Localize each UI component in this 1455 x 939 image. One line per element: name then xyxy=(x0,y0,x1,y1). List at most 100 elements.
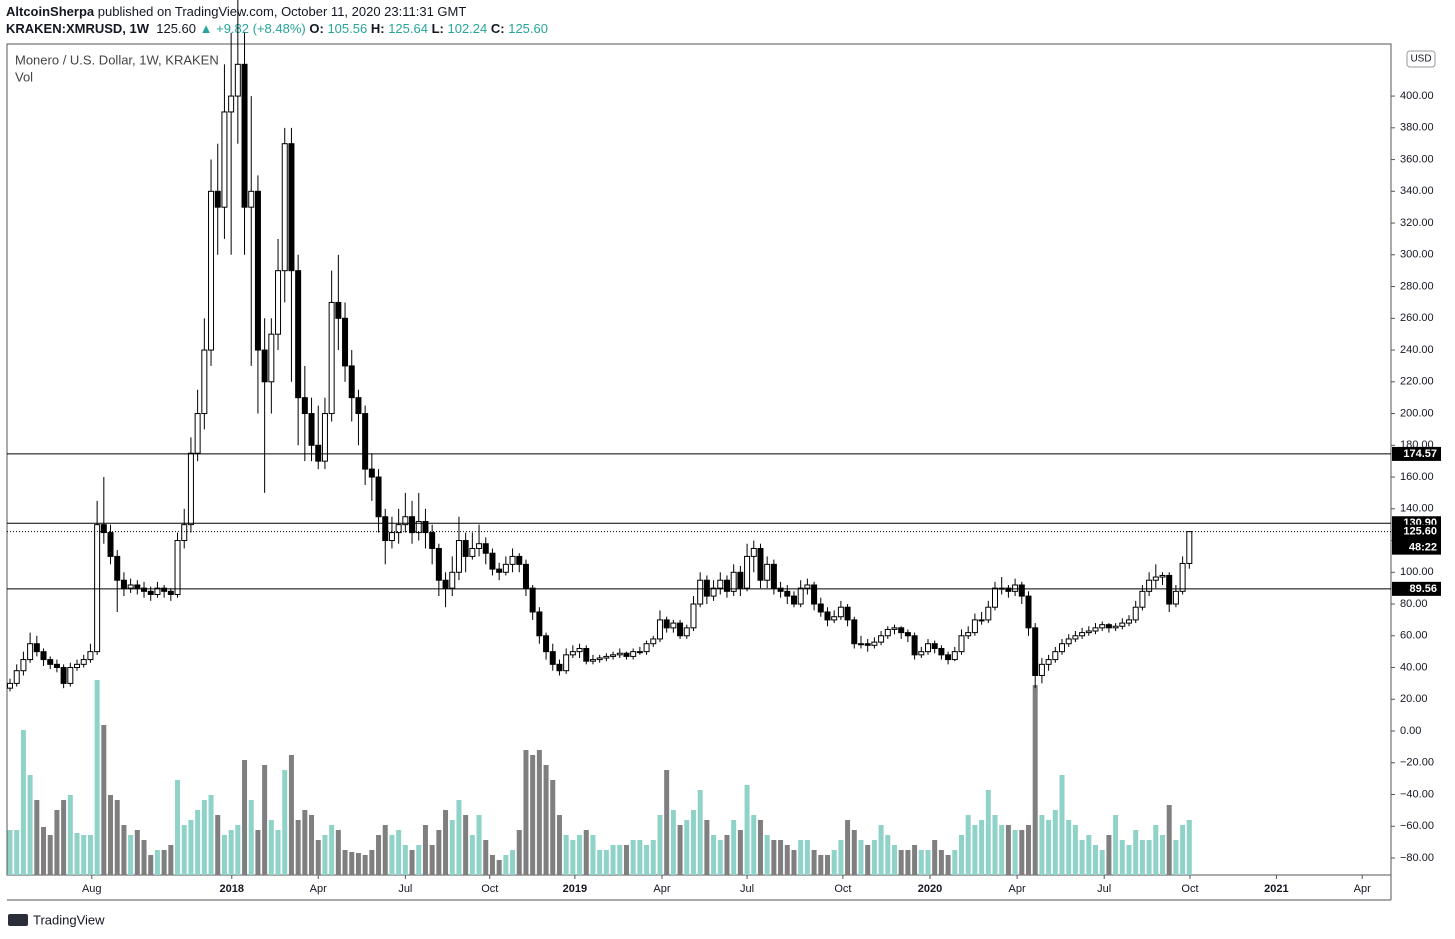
volume-bar xyxy=(329,825,335,875)
volume-bar xyxy=(831,850,837,875)
candle-body xyxy=(985,606,992,621)
volume-bar xyxy=(617,845,623,875)
volume-bar xyxy=(67,795,73,875)
volume-bar xyxy=(1039,815,1045,875)
y-tick-label: −20.00 xyxy=(1400,757,1434,769)
candle-body xyxy=(871,641,878,646)
volume-bar xyxy=(389,835,395,875)
volume-bar xyxy=(463,815,469,875)
volume-bar xyxy=(1133,830,1139,875)
volume-bar xyxy=(288,755,294,875)
y-tick-label: 40.00 xyxy=(1400,661,1428,673)
candle-body xyxy=(777,587,784,592)
candle-body xyxy=(918,651,925,656)
y-tick-label: −80.00 xyxy=(1400,852,1434,864)
candle-body xyxy=(94,524,101,653)
candle-body xyxy=(757,547,764,581)
candle-body xyxy=(40,651,47,661)
volume-bar xyxy=(905,850,911,875)
candle-body xyxy=(717,579,724,589)
candle-body xyxy=(831,616,838,621)
candle-body xyxy=(951,651,958,661)
volume-bar xyxy=(27,775,33,875)
volume-bar xyxy=(228,830,234,875)
candle-body xyxy=(20,659,27,672)
volume-bar xyxy=(496,860,502,875)
volume-bar xyxy=(41,827,47,875)
candle-body xyxy=(958,635,965,653)
candle-body xyxy=(1132,606,1139,621)
candle-body xyxy=(991,587,998,608)
symbol-line: KRAKEN:XMRUSD, 1W 125.60 ▲ +9.82 (+8.48%… xyxy=(6,21,552,36)
volume-bar xyxy=(469,835,475,875)
candle-body xyxy=(429,532,436,549)
volume-bar xyxy=(992,815,998,875)
candle-body xyxy=(321,413,328,462)
candle-body xyxy=(978,619,985,622)
candle-body xyxy=(1092,627,1099,632)
candle-body xyxy=(33,643,40,653)
volume-bar xyxy=(510,850,516,875)
candle-body xyxy=(730,571,737,592)
volume-bar xyxy=(1166,805,1172,875)
candle-body xyxy=(911,635,918,656)
volume-bar xyxy=(898,850,904,875)
x-tick-label: Oct xyxy=(834,883,851,895)
y-tick-label: −40.00 xyxy=(1400,788,1434,800)
candle-body xyxy=(489,552,496,570)
candle-body xyxy=(275,270,282,335)
candle-body xyxy=(1072,635,1079,640)
candle-body xyxy=(161,587,168,592)
volume-bar xyxy=(851,830,857,875)
volume-bar xyxy=(690,810,696,875)
volume-bar xyxy=(891,845,897,875)
volume-bar xyxy=(1079,840,1085,875)
volume-bar xyxy=(302,810,308,875)
volume-bar xyxy=(811,850,817,875)
price-line-tag xyxy=(1392,581,1441,596)
x-tick-label: Oct xyxy=(1181,883,1198,895)
volume-bar xyxy=(757,820,763,875)
candle-body xyxy=(147,590,154,596)
candle-body xyxy=(221,111,228,208)
candle-body xyxy=(898,627,905,634)
candle-body xyxy=(1179,562,1186,592)
candle-body xyxy=(348,365,355,399)
volume-bar xyxy=(724,835,730,875)
candle-body xyxy=(884,628,891,637)
candle-body xyxy=(770,563,777,589)
candle-body xyxy=(784,590,791,597)
y-tick-label: 320.00 xyxy=(1400,217,1434,229)
ohlc-key: O: xyxy=(309,21,324,36)
candle-body xyxy=(636,651,643,654)
volume-bar xyxy=(161,850,167,875)
ohlc-key: H: xyxy=(370,21,385,36)
volume-bar xyxy=(1099,850,1105,875)
candle-body xyxy=(476,543,483,549)
volume-bar xyxy=(188,820,194,875)
y-tick-label: 100.00 xyxy=(1400,566,1434,578)
candle-body xyxy=(750,547,757,557)
candle-body xyxy=(589,659,596,662)
candle-body xyxy=(931,643,938,649)
volume-bar xyxy=(650,840,656,875)
candle-body xyxy=(107,532,114,557)
volume-bar xyxy=(932,840,938,875)
y-tick-label: 220.00 xyxy=(1400,376,1434,388)
volume-bar xyxy=(912,845,918,875)
brand-name: TradingView xyxy=(33,912,105,927)
candle-body xyxy=(201,349,208,415)
y-tick-label: 340.00 xyxy=(1400,185,1434,197)
price-line-label: 174.57 xyxy=(1403,448,1437,460)
candle-body xyxy=(710,587,717,597)
x-tick-label: Oct xyxy=(481,883,498,895)
price-line-tag xyxy=(1392,446,1441,461)
volume-bar xyxy=(242,760,248,875)
candle-body xyxy=(656,619,663,640)
volume-bar xyxy=(711,835,717,875)
candle-body xyxy=(308,413,315,446)
candle-body xyxy=(194,413,201,454)
candle-body xyxy=(181,524,188,542)
volume-bar xyxy=(34,800,40,875)
candle-body xyxy=(234,63,241,97)
